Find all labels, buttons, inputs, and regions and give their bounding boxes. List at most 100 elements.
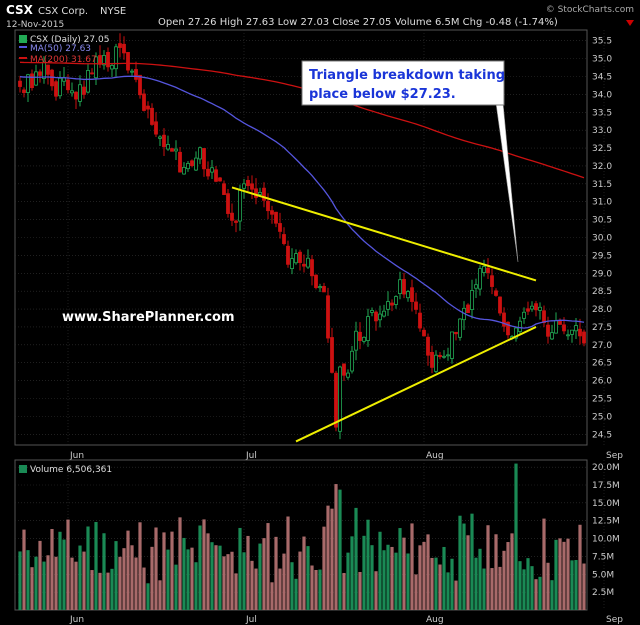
volume-bar bbox=[246, 535, 250, 610]
volume-bar bbox=[158, 580, 162, 610]
volume-bar bbox=[314, 569, 318, 610]
candle-body bbox=[38, 71, 42, 76]
volume-bar bbox=[114, 541, 118, 610]
volume-bar bbox=[302, 536, 306, 610]
volume-bar bbox=[578, 524, 582, 610]
volume-bar bbox=[362, 535, 366, 610]
candle-body bbox=[506, 321, 510, 336]
candle-body bbox=[338, 366, 342, 432]
volume-bar bbox=[226, 554, 230, 610]
volume-bar bbox=[214, 545, 218, 610]
volume-bar bbox=[146, 583, 150, 610]
candle-body bbox=[146, 105, 150, 110]
candle-body bbox=[346, 372, 350, 378]
callout-box bbox=[301, 60, 505, 106]
volume-bar bbox=[98, 572, 102, 610]
volume-bar bbox=[450, 558, 454, 610]
volume-bar bbox=[30, 567, 34, 610]
volume-bar bbox=[334, 484, 338, 610]
volume-bar bbox=[466, 535, 470, 610]
volume-bar bbox=[274, 536, 278, 610]
volume-bar bbox=[234, 573, 238, 610]
candle-body bbox=[350, 350, 354, 372]
volume-bar bbox=[34, 556, 38, 610]
volume-bar bbox=[462, 523, 466, 610]
volume-bar bbox=[474, 557, 478, 610]
candle-body bbox=[306, 257, 310, 268]
candle-body bbox=[466, 304, 470, 314]
volume-bar bbox=[38, 540, 42, 610]
volume-bar bbox=[78, 545, 82, 610]
volume-bar bbox=[542, 518, 546, 610]
candle-body bbox=[70, 90, 74, 94]
volume-bar bbox=[130, 545, 134, 610]
volume-bar bbox=[506, 542, 510, 610]
volume-bar bbox=[398, 528, 402, 610]
candle-body bbox=[114, 46, 118, 70]
month-label: Aug bbox=[426, 615, 444, 625]
volume-bar bbox=[414, 574, 418, 610]
price-tick-label: 35.5 bbox=[592, 37, 612, 47]
volume-bar bbox=[554, 539, 558, 610]
candle-body bbox=[82, 86, 86, 95]
triangle-lower-trendline bbox=[295, 326, 537, 443]
volume-axis: 20.0M 17.5M 15.0M 12.5M 10.0M 7.5M 5.0M 2.5M bbox=[592, 463, 620, 598]
candle-body bbox=[314, 274, 318, 288]
candle-body bbox=[26, 74, 30, 93]
volume-bar bbox=[26, 550, 30, 610]
volume-bar bbox=[342, 572, 346, 610]
candle-body bbox=[326, 295, 330, 339]
candle-body bbox=[182, 166, 186, 175]
price-tick-label: 34.0 bbox=[592, 90, 612, 100]
candle-body bbox=[542, 310, 546, 324]
volume-bar bbox=[202, 519, 206, 610]
candle-body bbox=[206, 168, 210, 177]
volume-bars bbox=[18, 463, 586, 610]
candle-body bbox=[50, 69, 54, 87]
volume-bar bbox=[502, 550, 506, 610]
volume-bar bbox=[322, 526, 326, 610]
volume-bar bbox=[514, 463, 518, 610]
volume-bar bbox=[62, 539, 66, 610]
candle-body bbox=[294, 253, 298, 264]
volume-bar bbox=[338, 489, 342, 610]
month-label: Sep bbox=[606, 615, 623, 625]
candle-body bbox=[270, 210, 274, 215]
candle-body bbox=[74, 91, 78, 100]
candle-body bbox=[534, 303, 538, 311]
volume-bar bbox=[294, 578, 298, 610]
candle-body bbox=[522, 311, 526, 319]
volume-bar bbox=[290, 562, 294, 610]
candle-body bbox=[54, 81, 58, 97]
candle-body bbox=[162, 134, 166, 148]
candle-body bbox=[290, 258, 294, 270]
volume-bar bbox=[66, 519, 70, 610]
candle-body bbox=[210, 167, 214, 173]
month-label: Jul bbox=[245, 615, 257, 625]
candle-body bbox=[110, 65, 114, 70]
candle-body bbox=[538, 306, 542, 311]
volume-bar bbox=[46, 555, 50, 610]
candle-body bbox=[398, 279, 402, 295]
candle-body bbox=[562, 324, 566, 332]
candle-body bbox=[394, 296, 398, 305]
candle-body bbox=[410, 287, 414, 302]
volume-bar bbox=[222, 556, 226, 610]
candle-body bbox=[430, 351, 434, 368]
candle-body bbox=[446, 354, 450, 357]
price-tick-label: 33.0 bbox=[592, 126, 612, 136]
volume-tick-label: 2.5M bbox=[592, 588, 614, 598]
candle-body bbox=[102, 55, 106, 66]
candle-body bbox=[130, 70, 134, 73]
candle-body bbox=[486, 267, 490, 273]
volume-bar bbox=[42, 561, 46, 610]
volume-bar bbox=[562, 541, 566, 610]
volume-bar bbox=[354, 507, 358, 610]
volume-bar bbox=[70, 557, 74, 610]
candle-body bbox=[418, 312, 422, 329]
candle-body bbox=[358, 331, 362, 341]
volume-bar bbox=[282, 553, 286, 610]
down-arrow-icon bbox=[626, 20, 634, 26]
candle-body bbox=[482, 266, 486, 273]
